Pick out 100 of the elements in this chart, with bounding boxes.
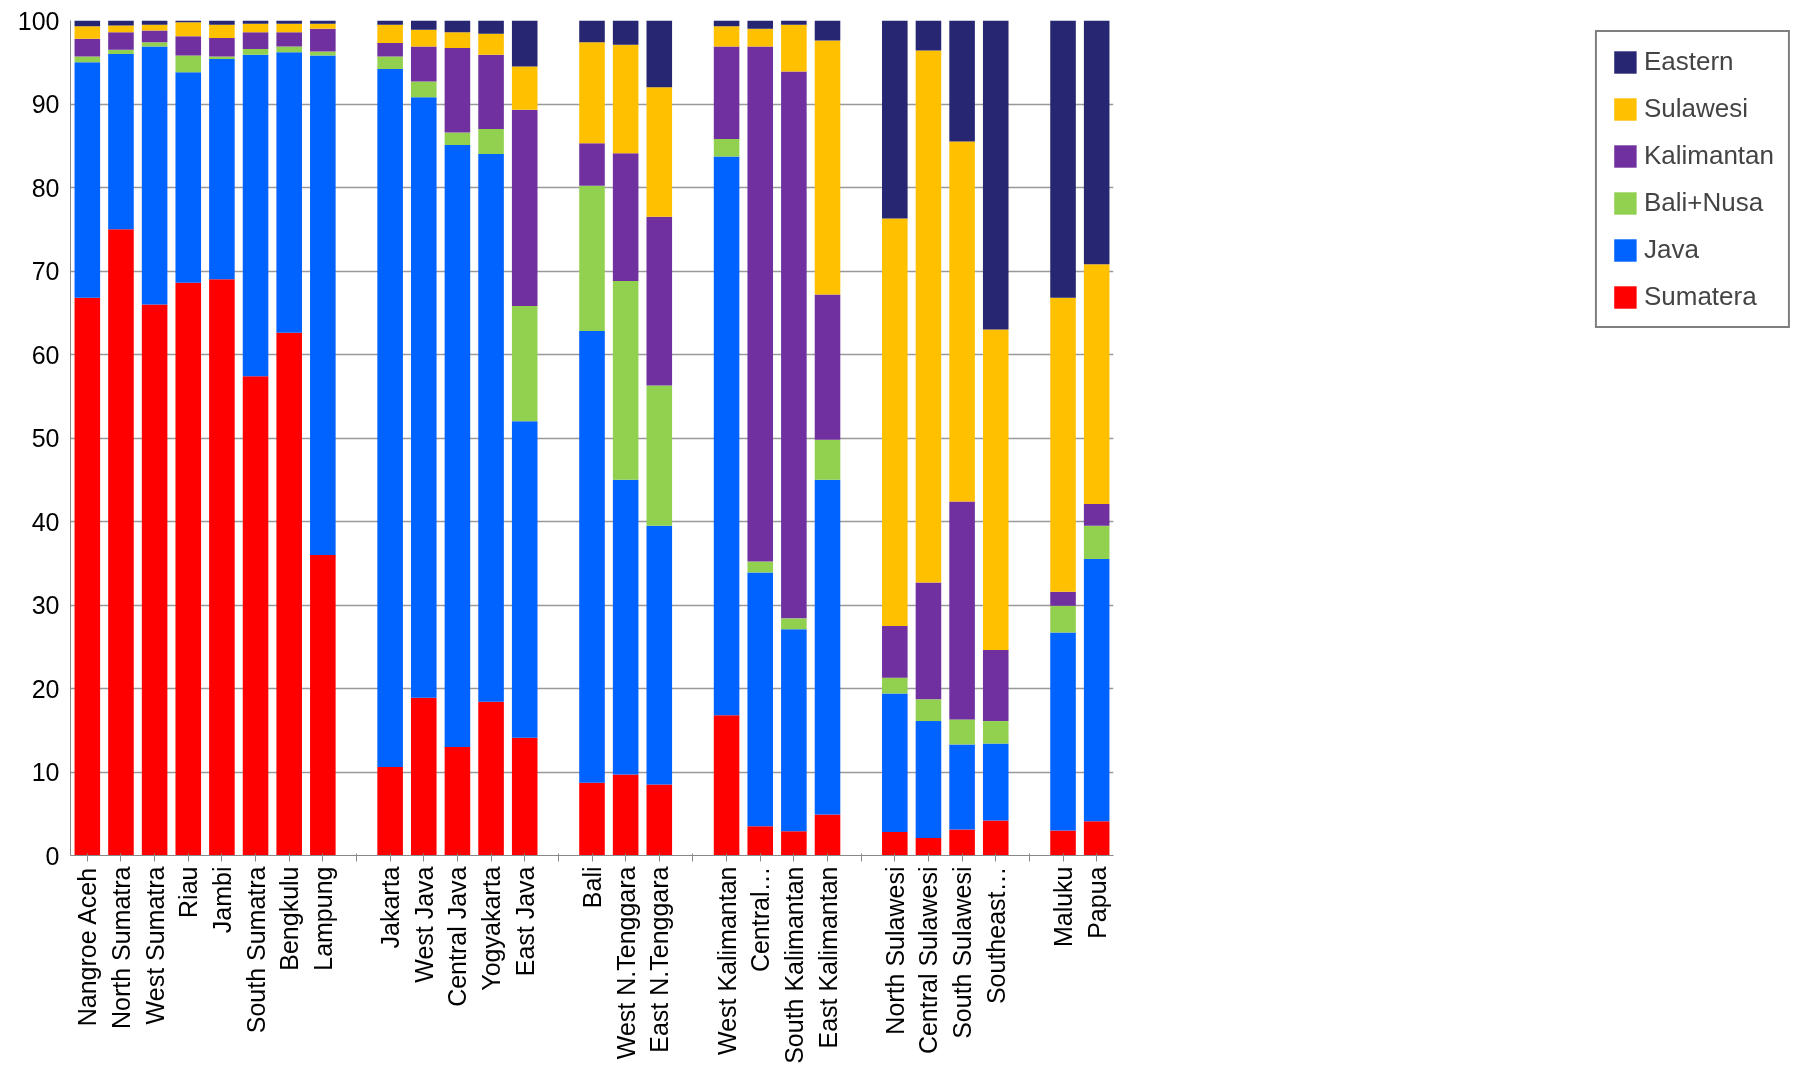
x-tick-label: Lampung: [308, 866, 337, 971]
bar: [915, 837, 942, 856]
bar: [511, 109, 538, 307]
bar: [242, 48, 269, 55]
bar: [478, 129, 504, 155]
x-tick-label: Central Sulawesi: [914, 866, 943, 1055]
bar: [175, 72, 202, 283]
bar: [478, 54, 504, 130]
x-tick-label: North Sulawesi: [880, 866, 909, 1035]
bar: [781, 24, 807, 72]
bar: [444, 746, 471, 856]
bar: [814, 814, 841, 856]
bar: [108, 53, 134, 230]
bar: [377, 68, 403, 767]
bar: [1050, 297, 1076, 592]
bar: [74, 26, 101, 39]
bar: [310, 20, 336, 24]
bar: [612, 774, 639, 856]
bar: [141, 20, 168, 25]
legend-label: Eastern: [1643, 46, 1734, 77]
bar: [814, 479, 841, 815]
x-tick-label: West N.Tenggara: [611, 866, 640, 1060]
bar: [579, 185, 605, 332]
bar: [310, 55, 336, 555]
bar: [74, 56, 101, 63]
bar: [646, 385, 673, 526]
bar: [949, 20, 975, 142]
bar: [1050, 20, 1076, 298]
bar: [242, 54, 269, 377]
bar: [410, 46, 437, 82]
bar: [141, 42, 168, 47]
bar: [579, 782, 605, 856]
bar: [108, 32, 134, 50]
bar: [747, 561, 774, 573]
bar: [478, 701, 504, 856]
bar: [781, 71, 807, 619]
x-tick-label: North Sumatra: [106, 866, 135, 1030]
bar: [579, 143, 605, 186]
bar: [949, 141, 975, 502]
x-tick-label: West Sumatra: [140, 866, 169, 1025]
bar: [410, 29, 437, 47]
bar: [713, 46, 740, 140]
x-tick-label: Southeast…: [981, 866, 1010, 1005]
bar: [982, 743, 1009, 821]
bar: [1083, 264, 1110, 504]
bar: [175, 55, 202, 73]
bar: [377, 24, 403, 44]
bar: [209, 58, 235, 280]
bar: [949, 501, 975, 720]
y-tick-label: 60: [31, 340, 60, 369]
bar: [276, 23, 302, 33]
bar: [175, 282, 202, 856]
bar: [276, 32, 302, 47]
bar: [511, 66, 538, 110]
bar: [713, 139, 740, 157]
bar: [713, 715, 740, 856]
x-tick-label: Riau: [174, 866, 203, 918]
legend-label: Sumatera: [1643, 281, 1757, 312]
bar: [982, 820, 1009, 856]
legend-label: Bali+Nusa: [1643, 187, 1764, 218]
bar: [982, 721, 1009, 744]
bar: [814, 20, 841, 41]
x-tick-label: East Kalimantan: [813, 866, 842, 1049]
bar: [108, 25, 134, 33]
bar: [410, 20, 437, 30]
x-tick-label: Bali: [578, 866, 606, 909]
bar: [949, 719, 975, 745]
bar: [410, 697, 437, 856]
bar: [209, 38, 235, 57]
bar: [511, 737, 538, 856]
x-tick-label: Jakarta: [376, 866, 405, 949]
x-tick-label: Papua: [1082, 866, 1111, 939]
bar: [108, 49, 134, 54]
bar: [276, 20, 302, 24]
bar: [949, 744, 975, 830]
x-tick-label: West Kalimantan: [712, 866, 741, 1056]
x-tick-label: Jambi: [207, 866, 236, 934]
bar: [612, 281, 639, 480]
bar: [814, 40, 841, 295]
bar: [646, 87, 673, 217]
bar: [511, 20, 538, 67]
legend-label: Sulawesi: [1643, 93, 1748, 124]
bar: [1083, 821, 1110, 856]
bar: [141, 304, 168, 856]
y-tick-label: 30: [31, 591, 60, 619]
y-tick-label: 0: [45, 841, 60, 870]
y-tick-label: 70: [31, 257, 60, 285]
bar: [511, 306, 538, 422]
bar: [915, 699, 942, 722]
bar: [982, 329, 1009, 651]
bar: [74, 38, 101, 57]
bar: [310, 554, 336, 856]
bar: [814, 294, 841, 440]
bar: [882, 832, 908, 856]
bar: [747, 572, 774, 827]
x-tick-label: East Java: [510, 866, 539, 977]
bar: [915, 50, 942, 583]
y-tick-label: 10: [31, 758, 60, 786]
bar: [209, 20, 235, 25]
bar: [410, 97, 437, 698]
